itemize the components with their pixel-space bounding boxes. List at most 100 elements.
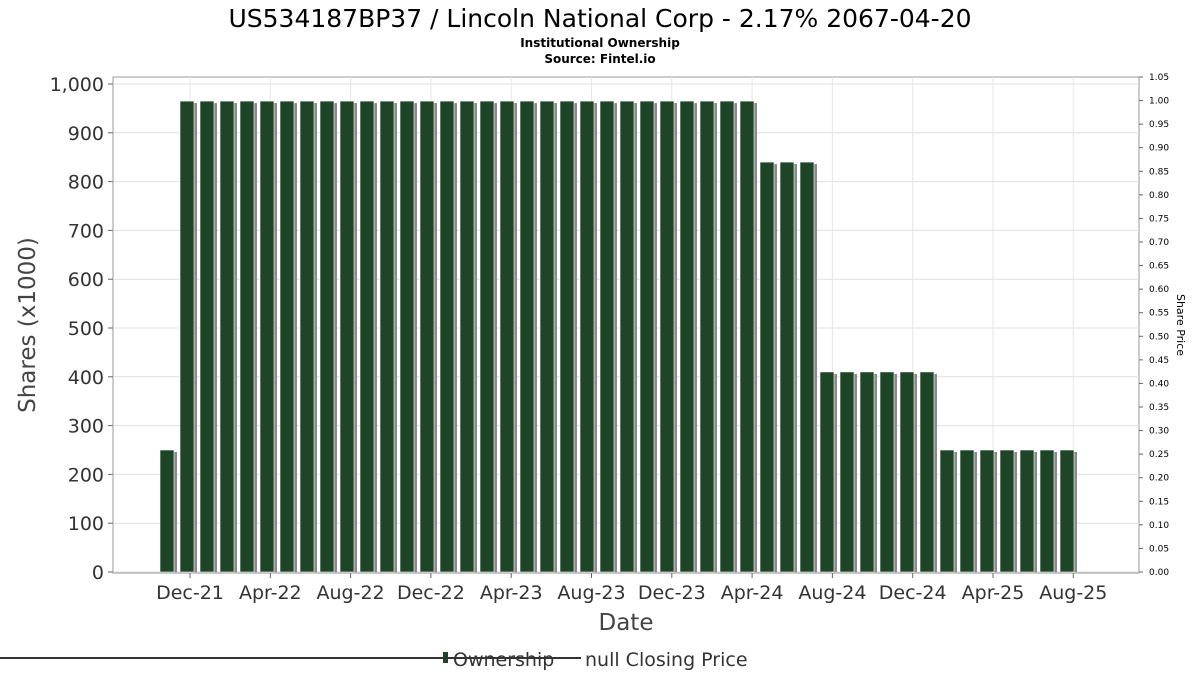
legend-label-ownership: Ownership [453, 649, 554, 671]
ownership-bar [779, 161, 795, 573]
ownership-bar [859, 371, 875, 573]
y2-tick-label: 0.00 [1149, 568, 1169, 578]
ownership-bar [879, 371, 895, 573]
x-tick-label: Aug-23 [557, 582, 625, 604]
y2-tick-label: 0.20 [1149, 474, 1169, 484]
chart-subtitle: Institutional Ownership [520, 36, 680, 50]
x-tick-label: Dec-22 [397, 582, 465, 604]
y-tick-label: 900 [68, 123, 104, 145]
ownership-bar [499, 100, 515, 573]
x-tick-label: Dec-24 [879, 582, 947, 604]
ownership-bar [479, 100, 495, 573]
y2-tick-label: 0.45 [1149, 356, 1169, 366]
ownership-bar [619, 100, 635, 573]
ownership-bar [299, 100, 315, 573]
bar-series [159, 100, 1077, 573]
y2-tick-label: 0.60 [1149, 285, 1169, 295]
ownership-bar [799, 161, 815, 573]
ownership-bar [279, 100, 295, 573]
x-tick-label: Aug-22 [317, 582, 385, 604]
y-tick-label: 300 [68, 416, 104, 438]
y2-tick-label: 0.35 [1149, 403, 1169, 413]
y-tick-label: 600 [68, 269, 104, 291]
x-tick-label: Apr-24 [721, 582, 784, 604]
x-tick-label: Apr-22 [239, 582, 302, 604]
legend-label-price: null Closing Price [585, 649, 748, 671]
ownership-bar [219, 100, 235, 573]
x-axis-ticks: Dec-21 Apr-22 Aug-22 Dec-22 Apr-23 Aug-23 Dec-… [156, 573, 1107, 604]
ownership-bar [239, 100, 255, 573]
ownership-bar [359, 100, 375, 573]
y-tick-label: 500 [68, 318, 104, 340]
ownership-bar [259, 100, 275, 573]
y-tick-label: 0 [92, 562, 104, 584]
ownership-bar [739, 100, 755, 573]
ownership-bar [519, 100, 535, 573]
ownership-bar [659, 100, 675, 573]
x-tick-label: Dec-23 [638, 582, 706, 604]
y2-tick-label: 0.75 [1149, 214, 1169, 224]
ownership-bar [819, 371, 835, 573]
y-tick-label: 700 [68, 220, 104, 242]
ownership-bar [159, 449, 175, 573]
ownership-bar [199, 100, 215, 573]
ownership-bar [599, 100, 615, 573]
ownership-bar [959, 449, 975, 573]
y2-tick-label: 0.80 [1149, 191, 1169, 201]
ownership-bar [379, 100, 395, 573]
y-tick-label: 800 [68, 172, 104, 194]
y-tick-label: 100 [68, 513, 104, 535]
y2-tick-label: 0.50 [1149, 332, 1169, 342]
ownership-bar [339, 100, 355, 573]
ownership-bar [539, 100, 555, 573]
ownership-bar [459, 100, 475, 573]
y2-tick-label: 0.30 [1149, 427, 1169, 437]
ownership-bar [319, 100, 335, 573]
ownership-bar [679, 100, 695, 573]
y2-tick-label: 1.05 [1149, 73, 1169, 83]
x-axis-label: Date [599, 610, 654, 636]
y-tick-label: 200 [68, 464, 104, 486]
y2-tick-label: 0.95 [1149, 120, 1169, 130]
chart-source: Source: Fintel.io [544, 52, 655, 66]
ownership-bar [1019, 449, 1035, 573]
ownership-bar [179, 100, 195, 573]
legend: Ownership null Closing Price [0, 649, 748, 671]
ownership-bar [419, 100, 435, 573]
chart-title: US534187BP37 / Lincoln National Corp - 2… [228, 4, 971, 33]
ownership-bar [399, 100, 415, 573]
y2-tick-label: 0.85 [1149, 167, 1169, 177]
y2-tick-label: 0.05 [1149, 544, 1169, 554]
ownership-bar [839, 371, 855, 573]
ownership-bar [579, 100, 595, 573]
ownership-bar [759, 161, 775, 573]
y2-tick-label: 0.55 [1149, 309, 1169, 319]
ownership-bar [1039, 449, 1055, 573]
x-tick-label: Dec-21 [156, 582, 224, 604]
ownership-bar [919, 371, 935, 573]
y-tick-label: 400 [68, 367, 104, 389]
ownership-bar [1059, 449, 1075, 573]
ownership-bar [639, 100, 655, 573]
ownership-bar [939, 449, 955, 573]
ownership-bar [899, 371, 915, 573]
y2-tick-label: 1.00 [1149, 97, 1169, 107]
y2-tick-label: 0.25 [1149, 450, 1169, 460]
x-tick-label: Aug-25 [1039, 582, 1107, 604]
y-axis-ticks: 0 100 200 300 400 500 600 700 800 900 1,000 [50, 74, 113, 584]
y2-tick-label: 0.10 [1149, 521, 1169, 531]
y-tick-label: 1,000 [50, 74, 104, 96]
ownership-bar [999, 449, 1015, 573]
y2-tick-label: 0.15 [1149, 497, 1169, 507]
ownership-bar [719, 100, 735, 573]
x-tick-label: Apr-23 [480, 582, 543, 604]
y2-axis-ticks: 0.00 0.05 0.10 0.15 0.20 0.25 0.30 0.35 0.40 0.45… [1139, 73, 1169, 578]
y2-tick-label: 0.65 [1149, 262, 1169, 272]
y2-tick-label: 0.40 [1149, 379, 1169, 389]
y2-tick-label: 0.90 [1149, 144, 1169, 154]
ownership-bar [979, 449, 995, 573]
y2-tick-label: 0.70 [1149, 238, 1169, 248]
ownership-bar [559, 100, 575, 573]
ownership-bar [699, 100, 715, 573]
